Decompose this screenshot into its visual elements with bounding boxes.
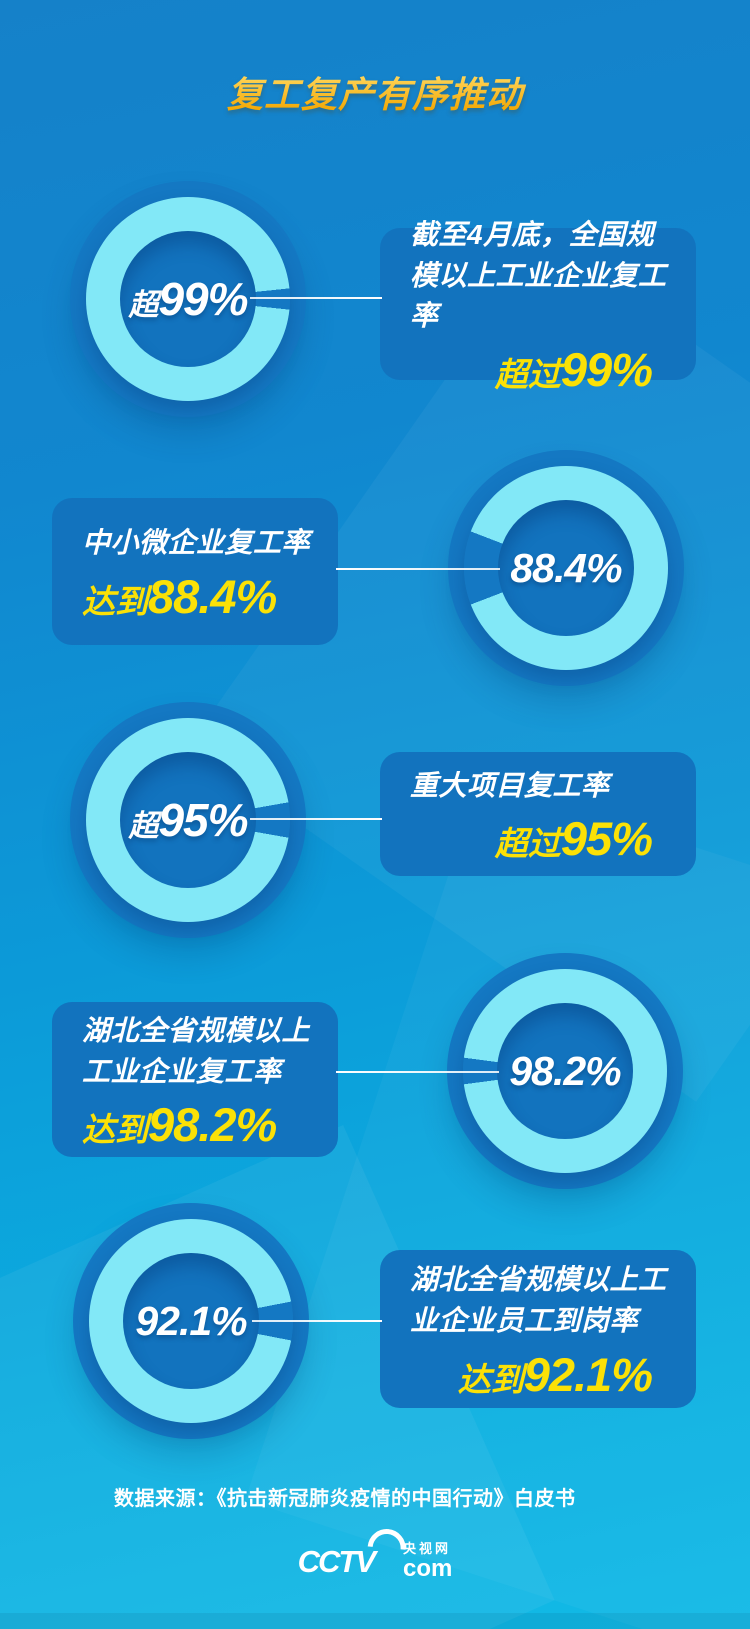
info-text: 重大项目复工率 [410, 769, 610, 801]
info-text: 湖北全省规模以上工业企业复工率 [82, 1014, 311, 1087]
highlight-value: 98.2% [148, 1098, 277, 1152]
info-box-1: 截至4月底，全国规模以上工业企业复工率 超过99% [380, 219, 696, 393]
highlight-prefix: 超过 [494, 825, 561, 863]
donut-hole: 超99% [120, 231, 256, 367]
highlight-value: 88.4% [148, 569, 277, 623]
info-box-5: 湖北全省规模以上工业企业员工到岗率 达到92.1% [380, 1250, 696, 1408]
donut-label: 98.2% [509, 1047, 621, 1095]
cctv-com-label: com [403, 1555, 453, 1582]
connector-line-2 [336, 568, 500, 570]
donut-chart-3: 超95% [70, 702, 306, 938]
donut-label-value: 98.2% [509, 1047, 621, 1094]
info-box-2: 中小微企业复工率 达到88.4% [52, 498, 338, 645]
source-note: 数据来源：《抗击新冠肺炎疫情的中国行动》白皮书 [114, 1488, 576, 1510]
info-text: 湖北全省规模以上工业企业员工到岗率 [410, 1264, 667, 1336]
highlight-prefix: 达到 [82, 1111, 148, 1149]
connector-line-4 [336, 1071, 499, 1073]
cctv-site-name: 央视网 [403, 1541, 452, 1556]
info-highlight: 达到92.1% [410, 1351, 670, 1398]
donut-chart-1: 超99% [70, 181, 306, 417]
donut-label: 88.4% [510, 544, 622, 592]
donut-hole: 98.2% [497, 1003, 633, 1139]
cctv-wordmark: CCTV [297, 1543, 376, 1579]
donut-label-value: 99% [158, 273, 248, 325]
info-highlight: 达到88.4% [82, 573, 312, 620]
info-highlight: 超过95% [410, 815, 670, 862]
bottom-shade [0, 1613, 750, 1629]
info-highlight: 达到98.2% [82, 1101, 312, 1148]
cctv-text-column: 央视网 com [403, 1542, 452, 1581]
donut-label-value: 95% [158, 794, 248, 846]
donut-label-prefix: 超 [128, 289, 159, 322]
donut-label-prefix: 超 [128, 810, 159, 843]
highlight-prefix: 达到 [457, 1360, 524, 1398]
cctv-logo: CCTV 央视网 com [297, 1520, 452, 1581]
highlight-value: 95% [560, 812, 653, 866]
donut-chart-5: 92.1% [73, 1203, 309, 1439]
info-highlight: 超过99% [410, 346, 670, 393]
donut-label: 92.1% [135, 1297, 247, 1345]
connector-line-3 [250, 818, 382, 820]
donut-label-value: 92.1% [135, 1297, 247, 1344]
donut-label: 超99% [128, 272, 248, 326]
info-text: 中小微企业复工率 [82, 527, 311, 559]
info-box-4: 湖北全省规模以上工业企业复工率 达到98.2% [52, 1002, 338, 1157]
highlight-value: 99% [560, 342, 653, 396]
info-box-3: 重大项目复工率 超过95% [380, 752, 696, 876]
donut-hole: 88.4% [498, 500, 634, 636]
connector-line-5 [252, 1320, 382, 1322]
connector-line-1 [250, 297, 382, 299]
highlight-prefix: 达到 [82, 582, 148, 620]
donut-label-value: 88.4% [510, 544, 622, 591]
donut-label: 超95% [128, 793, 248, 847]
donut-chart-2: 88.4% [448, 450, 684, 686]
info-text: 截至4月底，全国规模以上工业企业复工率 [410, 219, 667, 332]
page-title: 复工复产有序推动 [0, 66, 750, 118]
donut-hole: 超95% [120, 752, 256, 888]
highlight-value: 92.1% [523, 1347, 653, 1401]
highlight-prefix: 超过 [494, 355, 561, 393]
donut-hole: 92.1% [123, 1253, 259, 1389]
